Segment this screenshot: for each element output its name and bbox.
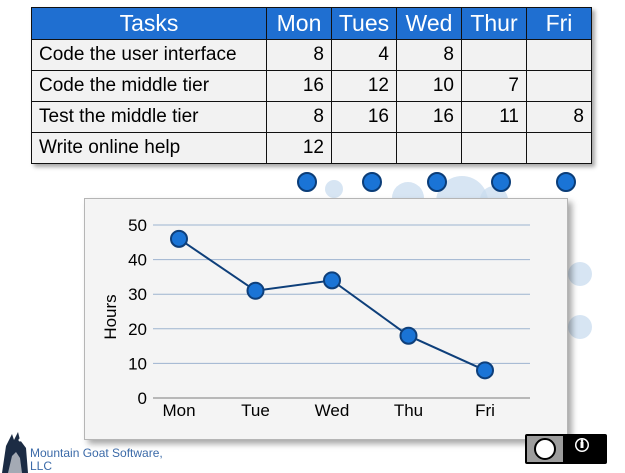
hours-cell: 7 [461, 70, 527, 102]
hours-cell: 16 [331, 101, 397, 133]
data-point [246, 281, 265, 300]
header-thur: Thur [461, 7, 527, 40]
company-name: Mountain Goat Software, LLC [30, 446, 163, 473]
task-name: Code the middle tier [31, 70, 267, 102]
y-tick-label: 40 [128, 251, 147, 270]
hours-cell: 8 [266, 101, 332, 133]
hours-cell: 11 [461, 101, 527, 133]
data-point [399, 326, 418, 345]
column-marker-dot [491, 172, 511, 192]
header-fri: Fri [526, 7, 592, 40]
y-tick-label: 0 [138, 389, 147, 408]
hours-cell [396, 132, 462, 164]
task-hours-table: Tasks Mon Tues Wed Thur Fri Code the use… [31, 7, 592, 164]
x-tick-label: Thu [394, 401, 423, 420]
x-tick-label: Mon [162, 401, 195, 420]
y-tick-label: 50 [128, 216, 147, 235]
line-chart: 0 10 20 30 40 50 Mon Tue Wed Thu Fri Hours [101, 216, 530, 420]
column-marker-dot [362, 172, 382, 192]
hours-cell [526, 39, 592, 71]
table-row: Test the middle tier 8 16 16 11 8 [31, 101, 592, 133]
column-marker-dot [297, 172, 317, 192]
x-axis-ticks: Mon Tue Wed Thu Fri [162, 401, 494, 420]
hours-cell: 12 [266, 132, 332, 164]
series-line [178, 238, 486, 372]
cc-by-icon [525, 434, 607, 464]
table-row: Code the middle tier 16 12 10 7 [31, 70, 592, 102]
data-point [170, 229, 188, 248]
hours-cell [461, 132, 527, 164]
hours-cell: 8 [396, 39, 462, 71]
data-point [323, 271, 341, 290]
decorative-bubble [325, 180, 343, 198]
x-tick-label: Wed [315, 401, 350, 420]
table-row: Code the user interface 8 4 8 [31, 39, 592, 71]
hours-cell: 16 [266, 70, 332, 102]
y-axis-ticks: 0 10 20 30 40 50 [128, 216, 147, 408]
y-tick-label: 10 [128, 354, 147, 373]
hours-cell: 12 [331, 70, 397, 102]
decorative-bubble [568, 315, 592, 339]
y-axis-label: Hours [101, 294, 120, 339]
header-wed: Wed [396, 7, 462, 40]
table-header-row: Tasks Mon Tues Wed Thur Fri [31, 7, 592, 40]
gridlines [153, 224, 530, 399]
table-row: Write online help 12 [31, 132, 592, 164]
task-name: Code the user interface [31, 39, 267, 71]
x-tick-label: Tue [241, 401, 270, 420]
header-mon: Mon [266, 7, 332, 40]
y-tick-label: 30 [128, 285, 147, 304]
hours-cell [526, 70, 592, 102]
y-tick-label: 20 [128, 320, 147, 339]
column-marker-dot [427, 172, 447, 192]
hours-cell: 16 [396, 101, 462, 133]
hours-cell [526, 132, 592, 164]
header-tasks: Tasks [31, 7, 267, 40]
hours-cell: 4 [331, 39, 397, 71]
task-name: Write online help [31, 132, 267, 164]
hours-cell: 8 [526, 101, 592, 133]
data-point [476, 361, 494, 380]
hours-cell: 8 [266, 39, 332, 71]
series-hours [170, 229, 494, 380]
hours-cell [331, 132, 397, 164]
burndown-chart-panel: 0 10 20 30 40 50 Mon Tue Wed Thu Fri Hours [84, 198, 568, 440]
x-tick-label: Fri [475, 401, 495, 420]
hours-cell: 10 [396, 70, 462, 102]
hours-cell [461, 39, 527, 71]
column-marker-dot [556, 172, 576, 192]
mountain-goat-logo [2, 432, 28, 473]
decorative-bubble [568, 262, 592, 286]
header-tues: Tues [331, 7, 397, 40]
task-name: Test the middle tier [31, 101, 267, 133]
